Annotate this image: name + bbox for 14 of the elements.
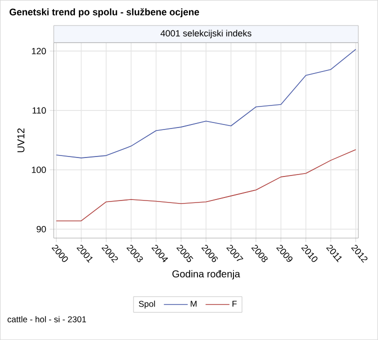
x-axis-title: Godina rođenja (172, 270, 240, 280)
y-axis-title: UV12 (17, 128, 24, 152)
y-tick-label: 120 (32, 48, 46, 54)
legend-label: F (232, 300, 237, 307)
chart-title: Genetski trend po spolu - službene ocjene (10, 8, 200, 18)
line-series (56, 48, 356, 158)
y-tick-label: 110 (32, 107, 46, 114)
chart-subtitle: 4001 selekcijski indeks (160, 30, 252, 38)
y-tick-label: 90 (36, 226, 46, 232)
legend-label: M (190, 300, 196, 307)
line-series (56, 149, 356, 222)
legend-title: Spol (138, 300, 155, 309)
y-tick-label: 100 (32, 166, 46, 174)
text: cattle - hol - si - 2301 (8, 316, 86, 322)
